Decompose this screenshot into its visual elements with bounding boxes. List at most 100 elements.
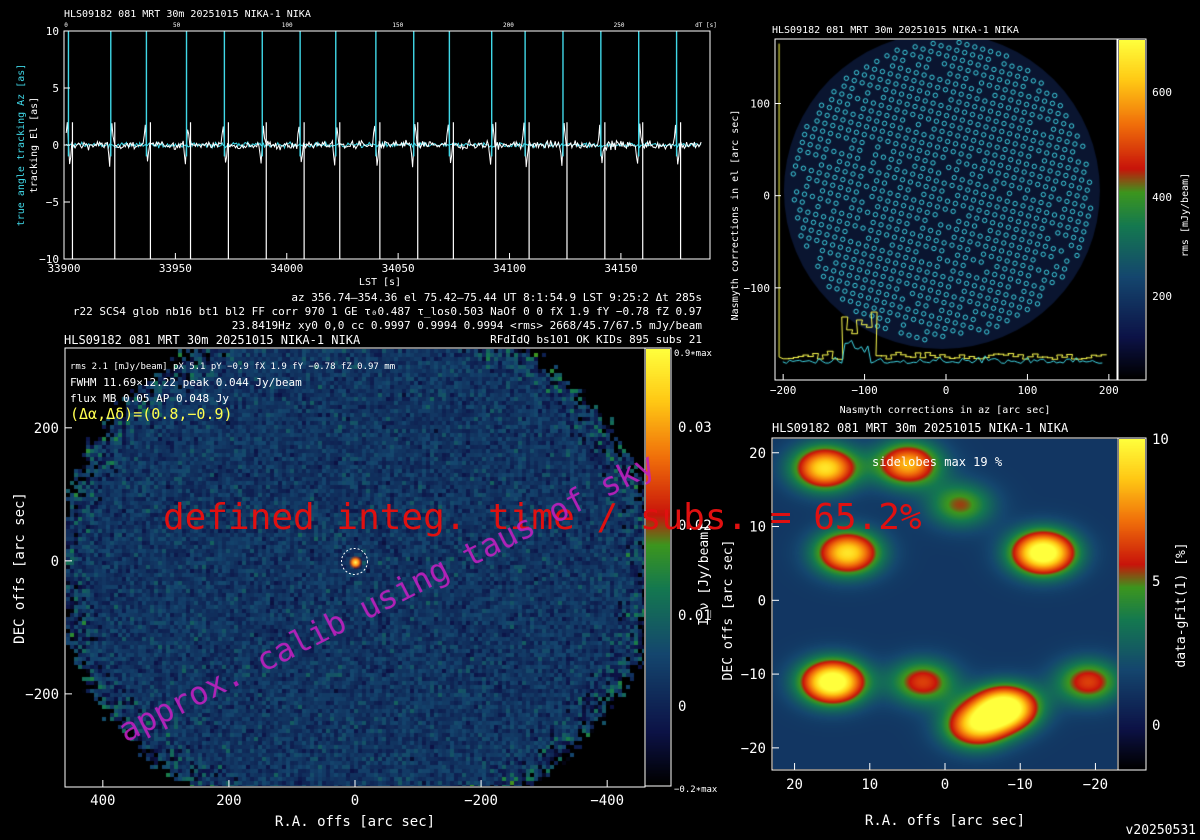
tracking-chart: 33900 33950 34000 34050 34100 341501050−5−100… bbox=[16, 22, 717, 288]
flux-map bbox=[66, 349, 644, 786]
map-title: HLS09182 081 MRT 30m 20251015 NIKA-1 NIK… bbox=[64, 333, 361, 347]
beam-xtick-label: −20 bbox=[1083, 777, 1108, 793]
tracking-ytick-label: 0 bbox=[52, 139, 59, 152]
tracking-ytick-label: 10 bbox=[46, 25, 59, 38]
version-label: v20250531 bbox=[1125, 823, 1196, 838]
beam-cbar-label: data-gFit(1) [%] bbox=[1174, 542, 1189, 667]
nasmyth-ytick-label: 0 bbox=[763, 190, 770, 203]
tracking-ytick-label: −5 bbox=[46, 196, 59, 209]
info-line-1: az 356.74–354.36 el 75.42–75.44 UT 8:1:5… bbox=[291, 291, 702, 304]
map-xlabel: R.A. offs [arc sec] bbox=[275, 814, 435, 830]
beam-cbar-tick-label: 5 bbox=[1152, 574, 1160, 590]
map-ylabel: DEC offs [arc sec] bbox=[12, 492, 28, 644]
beam-title: HLS09182 081 MRT 30m 20251015 NIKA-1 NIK… bbox=[772, 421, 1069, 435]
nasmyth-ytick-label: 100 bbox=[750, 98, 770, 111]
nasmyth-xtick-label: −100 bbox=[851, 384, 878, 397]
map-cbar-bottom: −0.2∗max bbox=[674, 785, 718, 795]
nasmyth-xtick-label: −200 bbox=[770, 384, 797, 397]
info-line-4: RFdIdQ bs101 OK KIDs 895 subs 21 bbox=[490, 333, 702, 346]
tracking-series-el bbox=[65, 122, 702, 168]
tracking-top-tick-label: 150 bbox=[392, 22, 403, 29]
nasmyth-cbar-tick-label: 400 bbox=[1152, 191, 1172, 204]
beam-circle bbox=[340, 547, 368, 575]
map-xtick-label: −400 bbox=[590, 793, 624, 809]
tracking-ylabel-el: tracking El [as] bbox=[29, 97, 40, 193]
map-cbar-tick-label: 0.03 bbox=[678, 420, 712, 436]
map-annot-3: flux MB 0.05 AP 0.048 Jy bbox=[70, 392, 229, 405]
tracking-top-tick-label: 0 bbox=[64, 22, 68, 29]
map-cbar-label: I_ν [Jy/beam] bbox=[697, 524, 712, 626]
map-axes: 400 200 0 −200 −400 200 0 −200 0.03 0.02 0.01 0 R.A… bbox=[12, 347, 718, 830]
map-ytick-label: −200 bbox=[25, 687, 59, 703]
map-annot-2: FWHM 11.69×12.22 peak 0.044 Jy/beam bbox=[70, 376, 302, 389]
tracking-xlabel: LST [s] bbox=[359, 277, 401, 288]
nasmyth-ylabel: Nasmyth corrections in el [arc sec] bbox=[730, 110, 741, 321]
map-xtick-label: 200 bbox=[216, 793, 241, 809]
beam-ytick-label: 20 bbox=[749, 446, 766, 462]
tracking-title: HLS09182 081 MRT 30m 20251015 NIKA-1 NIK… bbox=[64, 9, 311, 20]
beam-xlabel: R.A. offs [arc sec] bbox=[865, 813, 1025, 829]
map-annot-4: (Δα,Δδ)=(0.8,−0.9) bbox=[70, 405, 233, 423]
beam-ytick-label: 10 bbox=[749, 520, 766, 536]
map-ytick-label: 200 bbox=[34, 421, 59, 437]
beam-xtick-label: −10 bbox=[1008, 777, 1033, 793]
tracking-ytick-label: −10 bbox=[39, 253, 59, 266]
beam-ytick-label: −20 bbox=[741, 741, 766, 757]
overlay-defined-integ: defined integ. time / subs. = 65.2% bbox=[163, 497, 922, 538]
map-cbar-top: 0.9∗max bbox=[674, 349, 713, 359]
info-line-3: 23.8419Hz xy0 0,0 cc 0.9997 0.9994 0.999… bbox=[231, 319, 702, 332]
nasmyth-ytick-label: −100 bbox=[744, 282, 771, 295]
map-cbar-tick-label: 0 bbox=[678, 699, 686, 715]
beam-annot: sidelobes max 19 % bbox=[872, 455, 1003, 469]
map-xtick-label: 400 bbox=[90, 793, 115, 809]
map-cbar-frame bbox=[644, 347, 672, 787]
tracking-xtick-label: 34050 bbox=[382, 262, 415, 275]
map-xtick-label: −200 bbox=[464, 793, 498, 809]
beam-xtick-label: 20 bbox=[786, 777, 803, 793]
map-ytick-label: 0 bbox=[51, 554, 59, 570]
beam-ytick-label: −10 bbox=[741, 667, 766, 683]
tracking-xtick-label: 34150 bbox=[604, 262, 637, 275]
beam-ylabel: DEC offs [arc sec] bbox=[721, 540, 736, 681]
map-colorbar bbox=[646, 349, 670, 785]
nasmyth-frame bbox=[774, 38, 1118, 381]
nasmyth-colorbar bbox=[1119, 40, 1145, 379]
nasmyth-axes: −200 −100 0 100 200 100 0 −100 600 400 200 Nasmyth… bbox=[730, 38, 1191, 416]
tracking-top-tick-label: 50 bbox=[173, 22, 181, 29]
nasmyth-xtick-label: 200 bbox=[1099, 384, 1119, 397]
tracking-top-tick-label: dT [s] bbox=[695, 22, 717, 29]
tracking-ylabel-az: true angle tracking Az [as] bbox=[16, 64, 27, 227]
beam-axes: 20 10 0 −10 −20 20 10 0 −10 −20 10 5 0 R.A. offs [ar… bbox=[721, 432, 1189, 829]
tracking-xtick-label: 34000 bbox=[270, 262, 303, 275]
nasmyth-cbar-label: rms [mJy/beam] bbox=[1180, 173, 1191, 257]
nasmyth-title: HLS09182 081 MRT 30m 20251015 NIKA-1 NIK… bbox=[772, 25, 1019, 36]
map-annot-1: rms 2.1 [mJy/beam] pX 5.1 pY −0.9 fX 1.9… bbox=[70, 362, 396, 372]
nasmyth-xlabel: Nasmyth corrections in az [arc sec] bbox=[840, 405, 1051, 416]
beam-cbar-tick-label: 0 bbox=[1152, 718, 1160, 734]
map-xtick-label: 0 bbox=[351, 793, 359, 809]
beam-ytick-label: 0 bbox=[758, 593, 766, 609]
beam-cbar-tick-label: 10 bbox=[1152, 432, 1169, 448]
beam-colorbar bbox=[1119, 439, 1145, 769]
tracking-xtick-label: 33900 bbox=[47, 262, 80, 275]
nasmyth-plot bbox=[776, 40, 1116, 380]
nasmyth-xtick-label: 100 bbox=[1017, 384, 1037, 397]
tracking-xtick-label: 34100 bbox=[493, 262, 526, 275]
info-line-2: r22 SCS4 glob nb16 bt1 bl2 FF corr 970 1… bbox=[72, 305, 702, 318]
nasmyth-xtick-label: 0 bbox=[943, 384, 950, 397]
nasmyth-cbar-tick-label: 600 bbox=[1152, 86, 1172, 99]
beam-cbar-frame bbox=[1117, 437, 1147, 771]
tracking-top-tick-label: 100 bbox=[282, 22, 293, 29]
tracking-ytick-label: 5 bbox=[52, 82, 59, 95]
map-cbar-tick-label: 0.01 bbox=[678, 608, 712, 624]
map-cbar-tick-label: 0.02 bbox=[678, 518, 712, 534]
nasmyth-cbar-frame bbox=[1117, 38, 1147, 381]
tracking-xtick-label: 33950 bbox=[159, 262, 192, 275]
tracking-top-tick-label: 250 bbox=[614, 22, 625, 29]
nasmyth-cbar-tick-label: 200 bbox=[1152, 290, 1172, 303]
tracking-top-tick-label: 200 bbox=[503, 22, 514, 29]
beam-frame bbox=[771, 437, 1119, 771]
beam-residual-map bbox=[773, 439, 1117, 769]
beam-xtick-label: 10 bbox=[861, 777, 878, 793]
